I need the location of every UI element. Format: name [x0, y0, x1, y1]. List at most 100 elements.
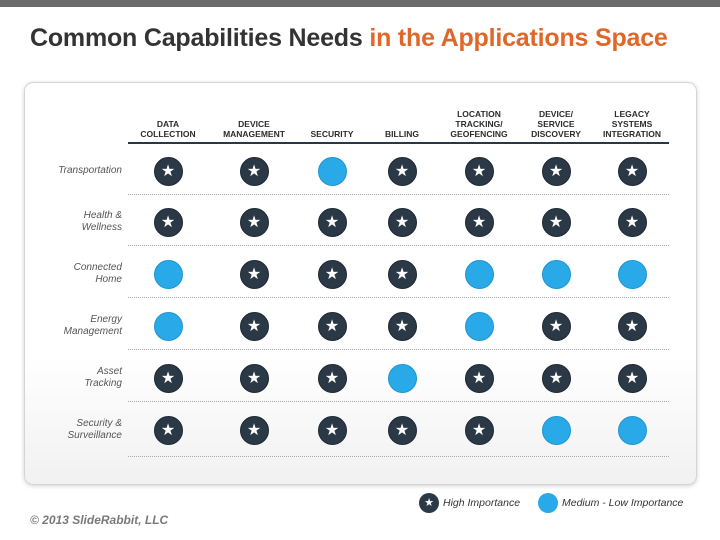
row-label: Asset Tracking — [84, 366, 122, 389]
star-icon: ★ — [394, 162, 410, 180]
column-header: LOCATION TRACKING/GEOFENCING — [450, 109, 508, 139]
star-icon: ★ — [246, 265, 262, 283]
high-importance-marker: ★ — [541, 311, 571, 341]
star-icon: ★ — [548, 213, 564, 231]
high-importance-marker: ★ — [387, 259, 417, 289]
star-icon: ★ — [424, 497, 434, 509]
high-importance-marker: ★ — [541, 363, 571, 393]
high-importance-marker: ★ — [239, 156, 269, 186]
star-icon: ★ — [324, 213, 340, 231]
high-importance-marker: ★ — [541, 207, 571, 237]
column-header: DEVICE MANAGEMENT — [223, 119, 285, 139]
medium-importance-marker — [617, 259, 647, 289]
high-importance-marker: ★ — [387, 415, 417, 445]
high-importance-marker: ★ — [239, 259, 269, 289]
row-divider — [128, 349, 669, 350]
high-importance-marker: ★ — [464, 207, 494, 237]
legend-medium-marker — [538, 493, 558, 513]
high-importance-marker: ★ — [617, 311, 647, 341]
star-icon: ★ — [246, 317, 262, 335]
row-label: Transportation — [58, 165, 122, 176]
row-divider — [128, 245, 669, 246]
star-icon: ★ — [160, 213, 176, 231]
row-label: Security & Surveillance — [67, 418, 122, 441]
star-icon: ★ — [624, 162, 640, 180]
star-icon: ★ — [624, 317, 640, 335]
copyright-footer: © 2013 SlideRabbit, LLC — [30, 513, 169, 527]
row-divider — [128, 194, 669, 195]
high-importance-marker: ★ — [464, 363, 494, 393]
star-icon: ★ — [624, 213, 640, 231]
legend-high-label: High Importance — [443, 497, 521, 509]
star-icon: ★ — [246, 421, 262, 439]
title-main: Common Capabilities Needs — [30, 24, 363, 52]
top-accent-bar — [0, 0, 720, 7]
star-icon: ★ — [160, 421, 176, 439]
high-importance-marker: ★ — [317, 311, 347, 341]
row-divider — [128, 401, 669, 402]
row-divider — [128, 297, 669, 298]
star-icon: ★ — [246, 369, 262, 387]
medium-importance-marker — [464, 259, 494, 289]
star-icon: ★ — [160, 162, 176, 180]
high-importance-marker: ★ — [617, 363, 647, 393]
medium-importance-marker — [541, 259, 571, 289]
high-importance-marker: ★ — [387, 207, 417, 237]
high-importance-marker: ★ — [387, 311, 417, 341]
medium-importance-marker — [153, 311, 183, 341]
high-importance-marker: ★ — [464, 415, 494, 445]
title-accent: in the Applications Space — [369, 24, 668, 52]
star-icon: ★ — [324, 317, 340, 335]
row-label: Health & Wellness — [81, 210, 122, 233]
high-importance-marker: ★ — [317, 259, 347, 289]
column-header: DEVICE/SERVICE DISCOVERY — [531, 109, 581, 139]
column-header: BILLING — [385, 129, 419, 139]
high-importance-marker: ★ — [239, 363, 269, 393]
high-importance-marker: ★ — [617, 207, 647, 237]
high-importance-marker: ★ — [153, 207, 183, 237]
medium-importance-marker — [617, 415, 647, 445]
high-importance-marker: ★ — [387, 156, 417, 186]
star-icon: ★ — [471, 162, 487, 180]
star-icon: ★ — [246, 162, 262, 180]
high-importance-marker: ★ — [541, 156, 571, 186]
high-importance-marker: ★ — [153, 156, 183, 186]
legend-high-marker: ★ — [419, 493, 439, 513]
legend-medium-label: Medium - Low Importance — [562, 497, 684, 509]
high-importance-marker: ★ — [617, 156, 647, 186]
star-icon: ★ — [324, 369, 340, 387]
medium-importance-marker — [541, 415, 571, 445]
column-header: DATA COLLECTION — [140, 119, 196, 139]
high-importance-marker: ★ — [239, 207, 269, 237]
star-icon: ★ — [471, 421, 487, 439]
high-importance-marker: ★ — [464, 156, 494, 186]
star-icon: ★ — [394, 317, 410, 335]
star-icon: ★ — [624, 369, 640, 387]
row-divider — [128, 456, 669, 457]
column-header: LEGACY SYSTEMS INTEGRATION — [603, 109, 661, 139]
star-icon: ★ — [324, 421, 340, 439]
high-importance-marker: ★ — [153, 415, 183, 445]
star-icon: ★ — [160, 369, 176, 387]
row-label: Connected Home — [73, 262, 122, 285]
star-icon: ★ — [394, 421, 410, 439]
column-header: SECURITY — [310, 129, 354, 139]
header-rule — [128, 142, 669, 144]
medium-importance-marker — [387, 363, 417, 393]
star-icon: ★ — [471, 213, 487, 231]
high-importance-marker: ★ — [239, 311, 269, 341]
slide-title: Common Capabilities Needs in the Applica… — [30, 24, 668, 53]
high-importance-marker: ★ — [317, 415, 347, 445]
star-icon: ★ — [548, 369, 564, 387]
star-icon: ★ — [548, 317, 564, 335]
high-importance-marker: ★ — [153, 363, 183, 393]
high-importance-marker: ★ — [317, 363, 347, 393]
medium-importance-marker — [464, 311, 494, 341]
medium-importance-marker — [317, 156, 347, 186]
row-label: Energy Management — [63, 314, 122, 337]
star-icon: ★ — [548, 162, 564, 180]
high-importance-marker: ★ — [239, 415, 269, 445]
capabilities-matrix-panel — [24, 82, 697, 485]
star-icon: ★ — [471, 369, 487, 387]
star-icon: ★ — [394, 265, 410, 283]
